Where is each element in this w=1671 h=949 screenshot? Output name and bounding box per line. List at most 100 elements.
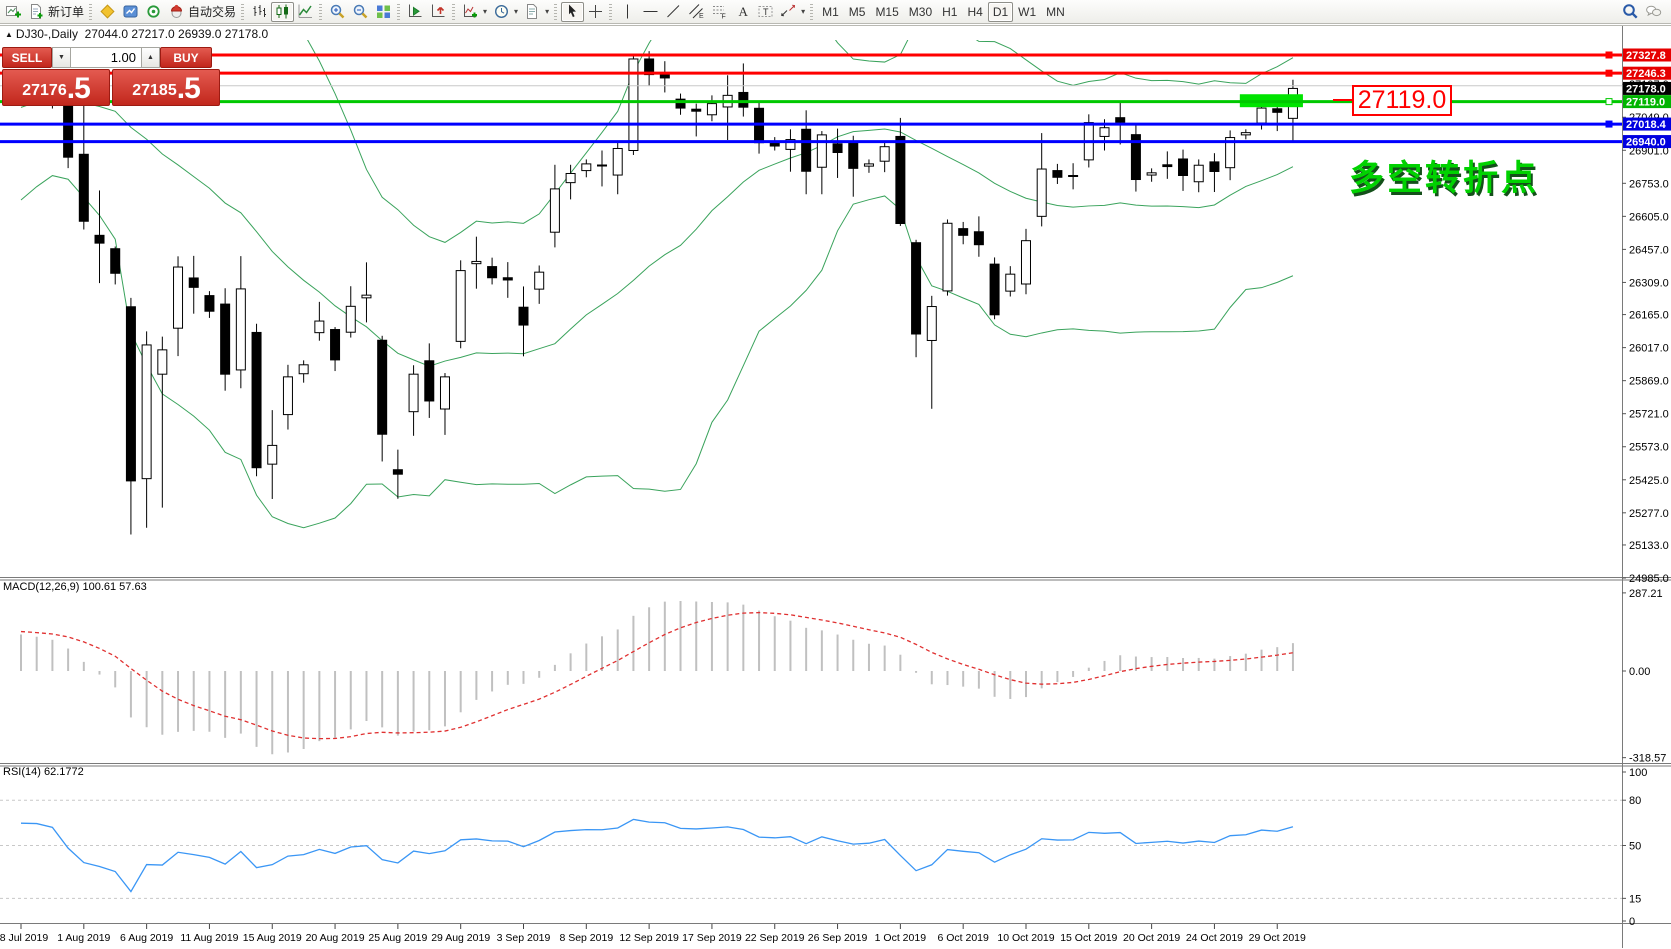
toolbar-fibonacci-button[interactable]: F [708,2,731,22]
time-tick-label: 3 Sep 2019 [497,932,551,944]
candle-body [424,360,435,402]
sell-button[interactable]: SELL [2,47,52,68]
price-annotation-box[interactable]: 27119.0 [1352,85,1452,116]
toolbar-tf-mn-tab[interactable]: MN [1041,2,1070,22]
price-tick-label: 25133.0 [1629,540,1669,552]
macd-tick-label: 0.00 [1629,666,1650,678]
templates-dropdown-icon[interactable]: ▾ [545,7,550,16]
indicators-dropdown-icon[interactable]: ▾ [483,7,488,16]
toolbar-tf-m15-tab[interactable]: M15 [870,2,903,22]
toolbar-cursor-button[interactable] [561,1,585,22]
toolbar-horizontal-line-button[interactable] [639,2,662,22]
candle-body [565,172,576,184]
toolbar-periods-button[interactable]: ▾ [490,2,521,22]
candle-body [94,234,105,244]
arrows-dropdown-icon[interactable]: ▾ [801,7,806,16]
toolbar-crosshair-button[interactable] [584,2,607,22]
toolbar-bar-chart-button[interactable] [248,2,271,22]
toolbar-equidistant-channel-button[interactable]: E [685,2,708,22]
toolbar-metaquotes-button[interactable] [96,2,119,22]
toolbar-data-window-button[interactable] [119,2,142,22]
toolbar-candlestick-chart-button[interactable] [271,1,295,22]
toolbar-templates-button[interactable]: ▾ [521,2,552,22]
price-tag-label: 27178.0 [1626,83,1666,95]
chart-collapse-icon[interactable]: ▲ [5,30,13,39]
toolbar-new-chart-button[interactable] [2,2,25,22]
toolbar-group-grip [452,3,456,20]
toolbar-trendline-button[interactable] [662,2,685,22]
toolbar-tf-h4-tab[interactable]: H4 [962,2,987,22]
toolbar-tf-m1-tab[interactable]: M1 [817,2,844,22]
candle-body [895,135,906,224]
candle-body [392,469,403,475]
line-handle[interactable] [1605,51,1613,59]
bar-chart-icon [251,3,268,20]
price-tag-label: 27119.0 [1626,97,1665,109]
toolbar-zoom-in-button[interactable] [326,2,349,22]
time-tick-label: 6 Aug 2019 [120,932,173,944]
toolbar-tf-w1-tab[interactable]: W1 [1013,2,1041,22]
toolbar-vertical-line-button[interactable] [616,2,639,22]
rsi-tick-label: 100 [1629,767,1647,779]
time-tick-label: 15 Oct 2019 [1060,932,1117,944]
toolbar-tf-m30-tab[interactable]: M30 [904,2,937,22]
candle-body [235,288,246,371]
toolbar-zoom-out-button[interactable] [349,2,372,22]
toolbar-search-button[interactable] [1619,2,1642,22]
toolbar-indicators-button[interactable]: ▾ [459,2,490,22]
toolbar-text-button[interactable]: A [731,2,754,22]
candle-body [785,139,796,150]
tf-m15-label: M15 [875,4,899,19]
candle-body [581,163,592,172]
symbol-period-label: DJ30-,Daily [15,27,78,41]
new-order-label: 新订单 [48,5,85,19]
toolbar-text-label-button[interactable]: T [754,2,777,22]
volume-input[interactable] [71,47,141,68]
candle-body [1068,174,1079,177]
toolbar-tile-windows-button[interactable] [372,2,395,22]
toolbar-group-grip [609,3,613,20]
toolbar-new-order-button[interactable]: 新订单 [25,2,87,22]
toolbar-group-grip [397,3,401,20]
time-tick-label: 29 Oct 2019 [1249,932,1306,944]
toolbar-arrows-button[interactable]: ▾ [777,2,808,22]
line-handle[interactable] [1605,120,1613,128]
periods-dropdown-icon[interactable]: ▾ [514,7,519,16]
sell-price-box[interactable]: 27176.5 [2,69,110,106]
tf-m5-label: M5 [848,4,866,19]
toolbar-signals-button[interactable] [142,2,165,22]
price-tick-label: 26901.0 [1629,145,1669,157]
tf-d1-label: D1 [992,4,1009,19]
buy-price-pips: .5 [176,72,201,105]
buy-price-box[interactable]: 27185.5 [112,69,220,106]
data-window-icon [122,3,139,20]
line-handle[interactable] [1605,69,1613,77]
toolbar-tf-m5-tab[interactable]: M5 [844,2,871,22]
toolbar-auto-trading-button[interactable]: 自动交易 [165,2,239,22]
volume-increase-button[interactable]: ▲ [141,47,160,68]
time-tick-label: 20 Aug 2019 [306,932,365,944]
candle-body [298,364,309,375]
new-order-icon [28,3,45,20]
buy-button[interactable]: BUY [160,47,212,68]
turning-point-note[interactable]: 多空转折点 [1349,159,1540,198]
candle-body [1036,168,1047,217]
toolbar-line-chart-button[interactable] [294,2,317,22]
volume-decrease-button[interactable]: ▼ [52,47,71,68]
candle-body [78,153,89,222]
new-chart-icon [5,3,22,20]
text-icon: A [734,3,751,20]
toolbar-tf-d1-tab[interactable]: D1 [987,1,1014,22]
ohlc-values: 27044.0 27217.0 26939.0 27178.0 [84,27,269,41]
svg-text:E: E [699,13,704,20]
toolbar-chat-button[interactable] [1642,2,1665,22]
candle-body [1240,132,1251,136]
candle-body [911,242,922,335]
candle-body [1272,108,1283,113]
toolbar-tf-h1-tab[interactable]: H1 [937,2,962,22]
toolbar-chart-shift-button[interactable] [427,2,450,22]
toolbar-auto-scroll-button[interactable] [404,2,427,22]
line-handle[interactable] [1605,98,1613,106]
